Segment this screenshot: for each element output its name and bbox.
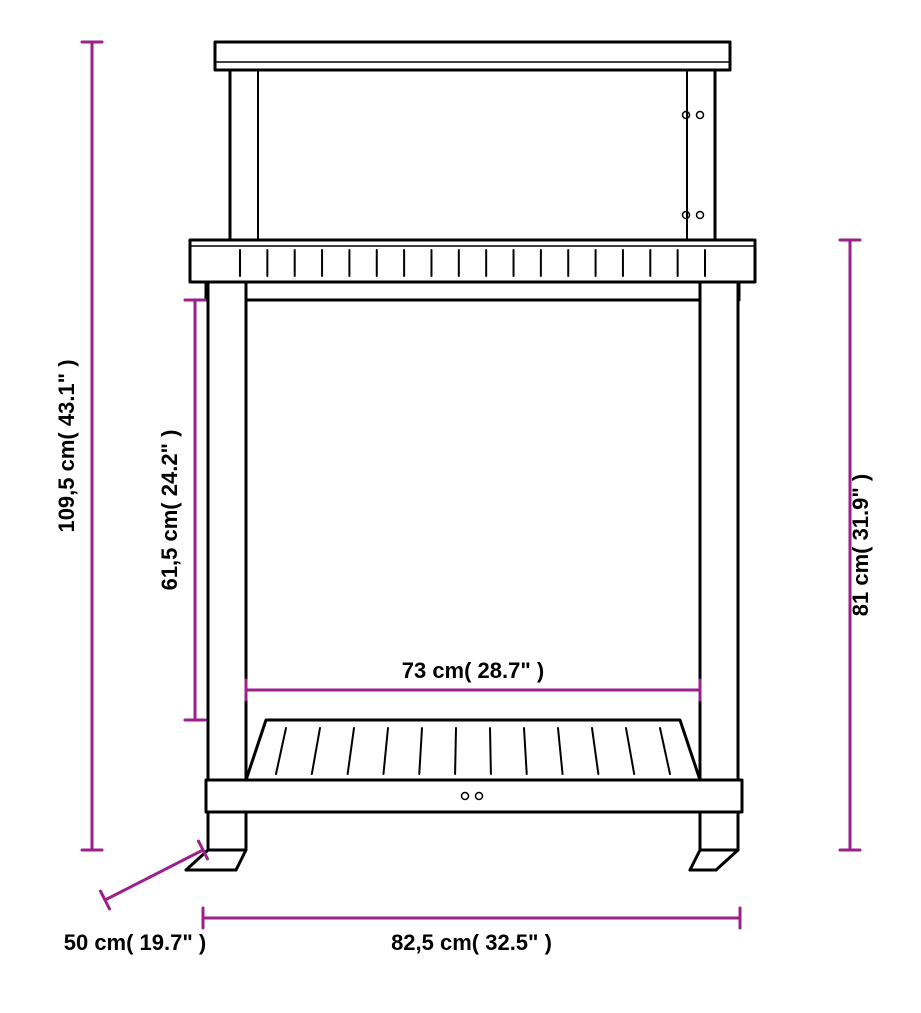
dim-shelf-height: 81 cm( 31.9" )	[848, 474, 873, 617]
dimension-diagram: 109,5 cm( 43.1" ) 61,5 cm( 24.2" ) 81 cm( …	[0, 0, 921, 1013]
product-outline	[186, 42, 755, 870]
dim-inner-height: 61,5 cm( 24.2" )	[157, 430, 182, 591]
dim-inner-width: 73 cm( 28.7" )	[402, 658, 545, 683]
dimension-labels: 109,5 cm( 43.1" ) 61,5 cm( 24.2" ) 81 cm( …	[54, 359, 873, 955]
dim-depth: 50 cm( 19.7" )	[64, 930, 207, 955]
dim-total-height: 109,5 cm( 43.1" )	[54, 359, 79, 532]
dim-total-width: 82,5 cm( 32.5" )	[391, 930, 552, 955]
